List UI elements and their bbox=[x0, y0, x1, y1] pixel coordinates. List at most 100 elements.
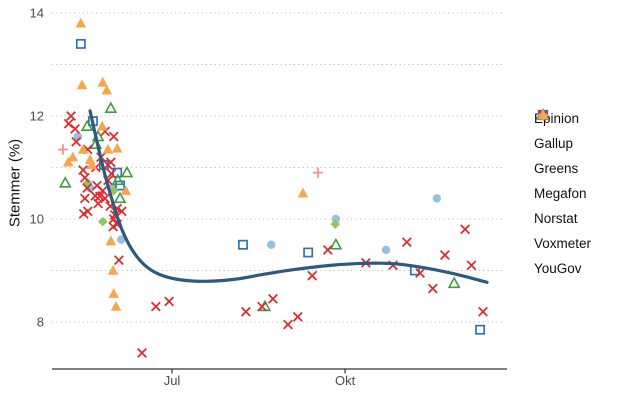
point-yougov bbox=[105, 235, 117, 246]
point-megafon bbox=[120, 165, 134, 178]
point-megafon bbox=[111, 173, 125, 186]
point-voxmeter bbox=[283, 319, 293, 330]
point-voxmeter bbox=[93, 198, 104, 209]
point-voxmeter bbox=[100, 193, 111, 204]
point-voxmeter bbox=[113, 255, 124, 266]
point-voxmeter bbox=[66, 111, 76, 121]
point-yougov bbox=[102, 143, 114, 154]
point-voxmeter bbox=[78, 208, 89, 219]
point-voxmeter bbox=[97, 185, 108, 196]
point-yougov bbox=[120, 185, 132, 195]
point-voxmeter bbox=[70, 123, 81, 134]
point-voxmeter bbox=[116, 206, 127, 217]
point-voxmeter bbox=[466, 260, 477, 271]
point-voxmeter bbox=[460, 224, 471, 235]
point-voxmeter bbox=[79, 193, 90, 204]
point-yougov bbox=[297, 187, 309, 198]
point-voxmeter bbox=[108, 221, 119, 232]
point-voxmeter bbox=[292, 311, 303, 322]
point-gallup bbox=[115, 180, 126, 191]
legend-triangle-filled-icon bbox=[537, 109, 549, 120]
y-tick-label: 8 bbox=[37, 315, 44, 330]
point-voxmeter bbox=[307, 270, 318, 281]
point-greens bbox=[82, 178, 93, 188]
point-greens bbox=[97, 216, 108, 227]
point-voxmeter bbox=[322, 244, 333, 255]
legend-item-norstat: Norstat bbox=[534, 109, 591, 231]
point-voxmeter bbox=[257, 301, 267, 312]
point-voxmeter bbox=[478, 306, 488, 317]
y-axis-title: Stemmer (%) bbox=[6, 138, 24, 228]
x-tick-label: Jul bbox=[164, 373, 181, 388]
point-voxmeter bbox=[78, 165, 89, 176]
point-voxmeter bbox=[164, 296, 175, 307]
point-yougov bbox=[101, 84, 113, 95]
point-megafon bbox=[447, 276, 461, 289]
point-yougov bbox=[76, 79, 88, 90]
point-yougov bbox=[77, 143, 89, 154]
trend-line bbox=[88, 109, 489, 284]
point-yougov bbox=[86, 159, 98, 170]
point-gallup bbox=[75, 38, 86, 49]
point-megafon bbox=[104, 101, 118, 113]
point-megafon bbox=[329, 237, 343, 250]
legend-item-label: Voxmeter bbox=[534, 235, 592, 251]
point-voxmeter bbox=[103, 159, 113, 170]
point-voxmeter bbox=[150, 301, 161, 312]
point-epinion bbox=[117, 235, 126, 244]
point-greens bbox=[108, 185, 119, 196]
point-yougov bbox=[110, 300, 122, 311]
point-voxmeter bbox=[82, 183, 93, 194]
legend-item-megafon: Megafon bbox=[534, 107, 591, 206]
x-tick-label: Okt bbox=[335, 373, 356, 388]
point-norstat bbox=[312, 167, 324, 178]
point-epinion bbox=[381, 245, 391, 255]
point-voxmeter bbox=[268, 293, 278, 304]
legend-item-label: YouGov bbox=[534, 260, 582, 276]
legend-item-label: Megafon bbox=[534, 185, 587, 201]
y-tick-label: 14 bbox=[30, 6, 44, 21]
point-megafon bbox=[58, 176, 72, 188]
point-yougov bbox=[96, 120, 108, 131]
point-gallup bbox=[303, 247, 314, 258]
point-voxmeter bbox=[137, 347, 147, 358]
legend-item-label: Gallup bbox=[534, 135, 574, 151]
point-voxmeter bbox=[427, 283, 438, 294]
point-norstat bbox=[57, 144, 69, 155]
point-voxmeter bbox=[240, 306, 251, 317]
point-yougov bbox=[84, 154, 96, 164]
point-voxmeter bbox=[108, 131, 119, 142]
point-yougov bbox=[67, 151, 79, 162]
legend-item-label: Greens bbox=[534, 160, 579, 176]
legend-item-greens: Greens bbox=[534, 109, 591, 181]
y-tick-label: 10 bbox=[30, 212, 44, 227]
point-yougov bbox=[62, 156, 74, 167]
point-gallup bbox=[238, 239, 248, 250]
point-voxmeter bbox=[79, 172, 90, 183]
point-voxmeter bbox=[439, 250, 450, 260]
point-greens bbox=[330, 219, 341, 229]
legend-marker bbox=[537, 109, 549, 120]
legend-item-yougov: YouGov bbox=[534, 109, 591, 281]
y-tick-label: 12 bbox=[30, 109, 44, 124]
point-megafon bbox=[80, 119, 94, 131]
legend-item-gallup: Gallup bbox=[534, 109, 591, 156]
legend: Epinion Gallup Greens Megafon Norstat Voxmete… bbox=[534, 106, 591, 281]
point-yougov bbox=[97, 76, 109, 87]
point-epinion bbox=[432, 194, 442, 203]
point-yougov bbox=[108, 288, 120, 298]
point-voxmeter bbox=[71, 136, 82, 147]
point-gallup bbox=[475, 324, 486, 335]
point-yougov bbox=[107, 264, 119, 275]
point-yougov bbox=[111, 142, 123, 153]
point-epinion bbox=[267, 240, 276, 249]
point-voxmeter bbox=[401, 237, 412, 248]
legend-item-label: Norstat bbox=[534, 210, 578, 226]
point-yougov bbox=[75, 17, 87, 28]
legend-item-voxmeter: Voxmeter bbox=[534, 109, 592, 256]
point-voxmeter bbox=[415, 268, 426, 279]
point-voxmeter bbox=[106, 168, 117, 179]
point-megafon bbox=[113, 191, 127, 204]
